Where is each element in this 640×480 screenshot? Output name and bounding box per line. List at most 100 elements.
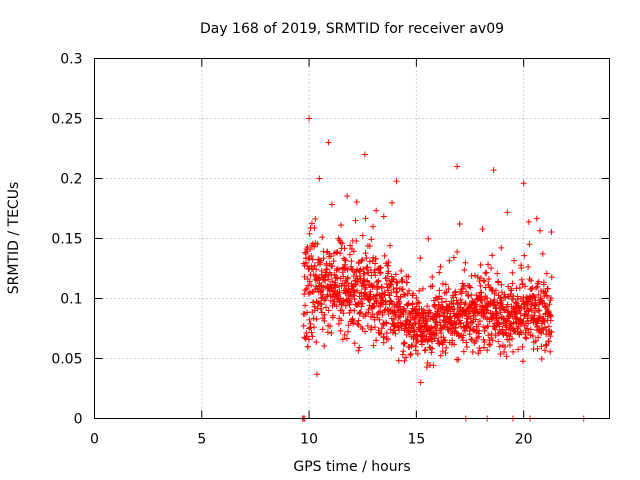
data-point <box>423 363 430 370</box>
data-point <box>414 331 421 338</box>
data-point <box>521 252 528 259</box>
data-point <box>446 304 453 311</box>
data-point <box>476 278 483 285</box>
data-point <box>532 284 539 291</box>
data-point <box>311 262 318 269</box>
data-point <box>494 310 501 317</box>
data-point <box>490 167 497 174</box>
data-point <box>483 294 490 301</box>
data-point <box>320 315 327 322</box>
data-point <box>384 262 391 269</box>
data-point <box>313 266 320 273</box>
data-point <box>331 298 338 305</box>
data-point <box>343 335 350 342</box>
data-point <box>335 266 342 273</box>
data-point <box>461 267 468 274</box>
data-point <box>401 357 408 364</box>
data-point <box>431 302 438 309</box>
data-point <box>392 312 399 319</box>
data-point <box>365 306 372 313</box>
data-point <box>531 294 538 301</box>
data-point <box>359 300 366 307</box>
data-point <box>425 337 432 344</box>
y-axis-label: SRMTID / TECUs <box>6 182 22 295</box>
data-point <box>339 336 346 343</box>
data-point <box>306 115 313 122</box>
data-point <box>308 282 315 289</box>
data-point <box>547 295 554 302</box>
data-point <box>320 255 327 262</box>
data-point <box>547 348 554 355</box>
data-point <box>415 309 422 316</box>
data-point <box>428 349 435 356</box>
data-point <box>364 264 371 271</box>
data-point <box>351 340 358 347</box>
data-point <box>476 318 483 325</box>
data-point <box>451 341 458 348</box>
data-point <box>541 347 548 354</box>
data-point <box>319 326 326 333</box>
data-point <box>355 347 362 354</box>
data-point <box>483 269 490 276</box>
data-point <box>414 299 421 306</box>
data-point <box>472 301 479 308</box>
data-point <box>538 355 545 362</box>
data-point <box>394 280 401 287</box>
data-point <box>480 344 487 351</box>
data-point <box>435 301 442 308</box>
data-point <box>413 313 420 320</box>
data-point <box>534 283 541 290</box>
data-point <box>347 242 354 249</box>
data-point <box>492 287 499 294</box>
data-point <box>399 276 406 283</box>
data-point <box>525 263 532 270</box>
data-point <box>303 285 310 292</box>
data-point <box>462 259 469 266</box>
data-point <box>336 289 343 296</box>
data-point <box>480 277 487 284</box>
data-point <box>487 342 494 349</box>
data-point <box>354 320 361 327</box>
data-point <box>303 330 310 337</box>
data-point <box>343 279 350 286</box>
data-point <box>317 305 324 312</box>
data-point <box>337 250 344 257</box>
data-point <box>502 343 509 350</box>
data-point <box>398 267 405 274</box>
data-point <box>488 330 495 337</box>
data-point <box>334 249 341 256</box>
data-point <box>443 298 450 305</box>
data-point <box>450 254 457 261</box>
data-point <box>436 269 443 276</box>
data-point <box>508 287 515 294</box>
data-point <box>363 264 370 271</box>
data-point <box>383 320 390 327</box>
data-point <box>349 283 356 290</box>
data-point <box>463 288 470 295</box>
data-point <box>312 216 319 223</box>
data-point <box>368 236 375 243</box>
data-point <box>409 341 416 348</box>
data-point <box>325 307 332 314</box>
data-point <box>324 291 331 298</box>
data-point <box>341 245 348 252</box>
data-point <box>528 286 535 293</box>
data-point <box>413 294 420 301</box>
data-point <box>496 330 503 337</box>
data-point <box>340 273 347 280</box>
y-tick-label: 0.2 <box>60 172 82 188</box>
data-point <box>472 316 479 323</box>
data-point <box>498 244 505 251</box>
data-point <box>304 309 311 316</box>
data-point <box>466 283 473 290</box>
data-point <box>328 201 335 208</box>
data-point <box>404 313 411 320</box>
chart-title: Day 168 of 2019, SRMTID for receiver av0… <box>200 21 504 37</box>
data-point <box>366 258 373 265</box>
data-point <box>496 323 503 330</box>
data-point <box>376 329 383 336</box>
data-point <box>340 310 347 317</box>
data-point <box>497 351 504 358</box>
data-point <box>388 345 395 352</box>
data-point <box>518 276 525 283</box>
